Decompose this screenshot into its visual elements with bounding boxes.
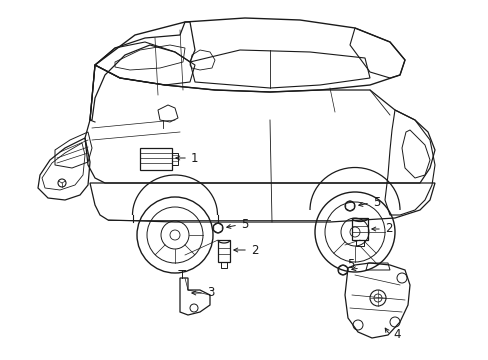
- Text: 2: 2: [384, 222, 392, 235]
- Text: 5: 5: [241, 219, 248, 231]
- Text: 4: 4: [392, 328, 400, 342]
- Text: 5: 5: [372, 197, 380, 210]
- Text: 2: 2: [250, 243, 258, 256]
- Text: 1: 1: [191, 152, 198, 165]
- Text: 3: 3: [206, 287, 214, 300]
- Text: 5: 5: [347, 258, 354, 271]
